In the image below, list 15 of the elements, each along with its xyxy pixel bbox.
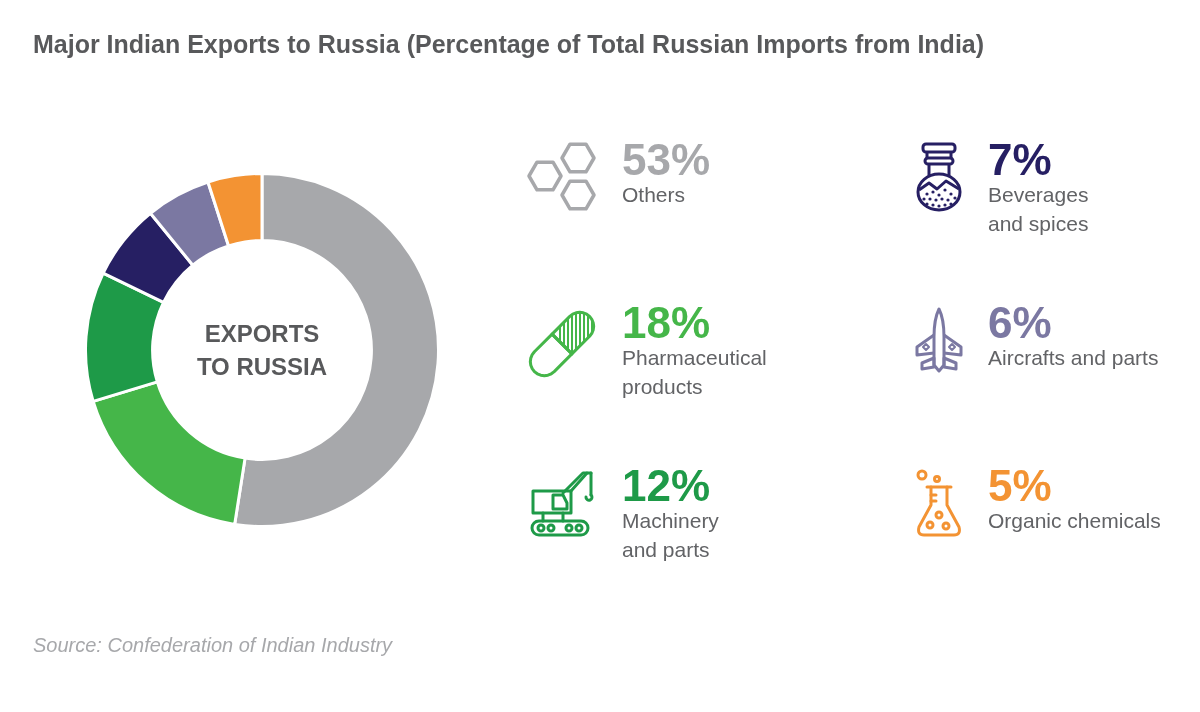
legend-label: Pharmaceutical products [622,345,768,400]
legend-label: Aircrafts and parts [988,345,1159,371]
data-label: 18% [622,298,712,347]
data-label: 5% [988,461,1053,510]
legend-label: Others [622,182,687,208]
data-label: 53% [622,135,711,184]
legend-label: Machinery and parts [622,508,720,563]
data-label: 7% [988,135,1053,184]
chart-title: Major Indian Exports to Russia (Percentage of Total Russian Imports from India) [33,30,985,58]
source-note: Source: Confederation of Indian Industry [33,634,393,656]
data-label: 12% [622,461,712,510]
legend-label: Beverages and spices [988,182,1090,237]
legend-label: Organic chemicals [988,508,1161,534]
data-label: 6% [988,298,1053,347]
text: EXPORTS TO RUSSIA [195,319,329,382]
